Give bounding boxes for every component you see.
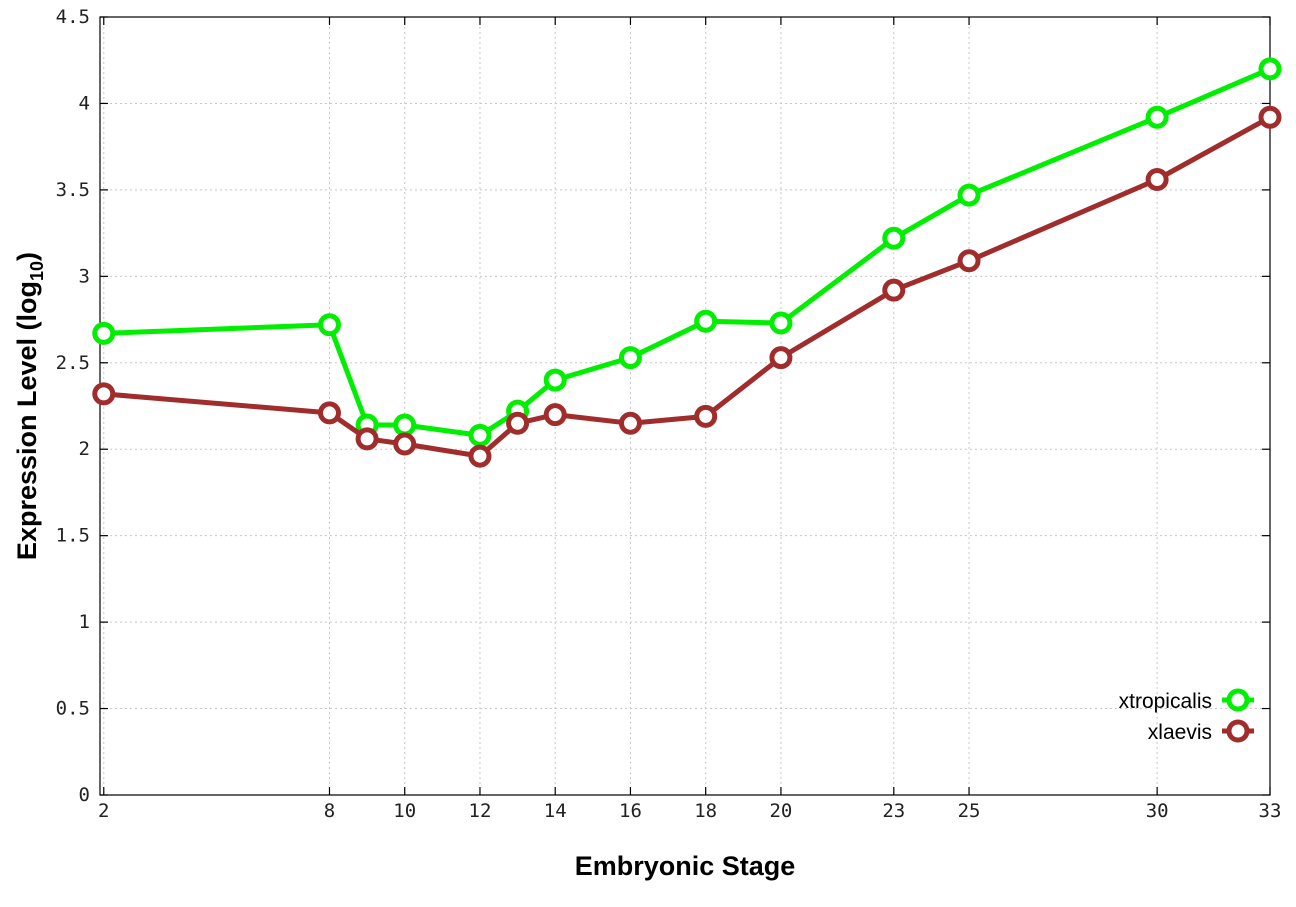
x-tick-label: 14 — [544, 800, 567, 822]
legend-item-xlaevis: xlaevis — [1148, 719, 1254, 744]
y-axis-title-main: Expression Level (log — [12, 281, 42, 560]
data-point-xtropicalis — [1258, 57, 1282, 81]
data-point-xlaevis — [882, 278, 906, 302]
y-axis-title: Expression Level (log10) — [12, 252, 47, 560]
series-xtropicalis — [92, 57, 1282, 447]
series-xlaevis — [92, 105, 1282, 468]
data-point-xlaevis — [694, 404, 718, 428]
data-point-xlaevis — [543, 403, 567, 427]
data-point-xtropicalis — [543, 368, 567, 392]
legend-label-xtropicalis: xtropicalis — [1119, 690, 1212, 713]
y-tick-label: 3.5 — [56, 179, 90, 201]
legend-marker-xlaevis — [1226, 719, 1250, 743]
legend-item-xtropicalis: xtropicalis — [1119, 688, 1254, 713]
data-point-xlaevis — [506, 411, 530, 435]
data-point-xlaevis — [468, 444, 492, 468]
data-point-xtropicalis — [882, 226, 906, 250]
x-tick-label: 25 — [958, 800, 981, 822]
y-tick-label: 3 — [79, 265, 90, 287]
data-point-xlaevis — [355, 427, 379, 451]
y-axis-title-subscript: 10 — [27, 261, 47, 281]
x-tick-labels: 2 8 10 12 14 16 18 20 23 25 30 33 — [98, 800, 1281, 822]
x-tick-label: 18 — [694, 800, 717, 822]
x-tick-label: 10 — [393, 800, 416, 822]
data-point-xtropicalis — [468, 423, 492, 447]
series-line-xlaevis — [103, 115, 1272, 459]
data-point-xtropicalis — [317, 313, 341, 337]
y-tick-label: 1.5 — [56, 525, 90, 547]
y-tick-label: 2 — [79, 438, 90, 460]
y-tick-label: 0.5 — [56, 698, 90, 720]
legend-label-xlaevis: xlaevis — [1148, 721, 1212, 744]
data-point-xlaevis — [957, 249, 981, 273]
data-point-xtropicalis — [957, 183, 981, 207]
series-layer — [92, 57, 1282, 468]
data-point-xlaevis — [317, 401, 341, 425]
legend: xtropicalis xlaevis — [1119, 688, 1254, 744]
data-point-xlaevis — [769, 346, 793, 370]
x-axis-title: Embryonic Stage — [575, 851, 796, 881]
plot-frame — [99, 16, 1271, 796]
y-tick-label: 2.5 — [56, 352, 90, 374]
x-tick-label: 20 — [769, 800, 792, 822]
y-tick-label: 0 — [79, 784, 90, 806]
data-point-xlaevis — [393, 432, 417, 456]
x-tick-label: 16 — [619, 800, 642, 822]
x-tick-label: 2 — [98, 800, 109, 822]
data-point-xlaevis — [1145, 168, 1169, 192]
data-point-xtropicalis — [393, 413, 417, 437]
x-tick-label: 12 — [469, 800, 492, 822]
y-tick-label: 4 — [79, 92, 90, 114]
data-point-xlaevis — [92, 382, 116, 406]
data-point-xlaevis — [1258, 105, 1282, 129]
x-tick-label: 30 — [1146, 800, 1169, 822]
data-point-xtropicalis — [1145, 105, 1169, 129]
series-line-xtropicalis — [103, 66, 1271, 438]
x-tick-label: 23 — [882, 800, 905, 822]
y-tick-label: 1 — [79, 611, 90, 633]
data-point-xtropicalis — [618, 346, 642, 370]
y-tick-label: 4.5 — [56, 6, 90, 28]
y-axis-title-close: ) — [12, 252, 42, 261]
data-point-xlaevis — [618, 411, 642, 435]
data-point-xtropicalis — [769, 311, 793, 335]
data-point-xtropicalis — [694, 309, 718, 333]
y-tick-labels: 0 0.5 1 1.5 2 2.5 3 3.5 4 4.5 — [56, 6, 90, 806]
legend-marker-xtropicalis — [1226, 688, 1250, 712]
x-tick-label: 33 — [1259, 800, 1282, 822]
x-tick-label: 8 — [324, 800, 335, 822]
data-point-xtropicalis — [92, 321, 116, 345]
